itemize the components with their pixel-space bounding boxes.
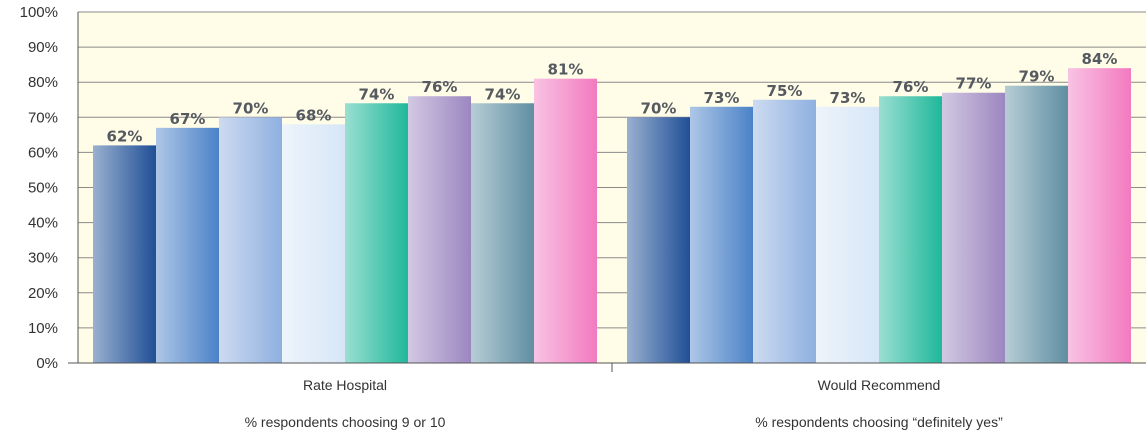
y-tick-label: 20%	[28, 285, 58, 302]
bar	[879, 96, 942, 364]
data-label: 67%	[170, 110, 206, 128]
bar	[942, 92, 1005, 363]
data-label: 81%	[548, 61, 584, 79]
data-label: 62%	[107, 127, 143, 145]
bar	[1068, 68, 1131, 363]
bar	[690, 106, 753, 364]
y-tick-label: 80%	[28, 74, 58, 91]
data-label: 77%	[956, 75, 992, 93]
bar	[93, 145, 156, 363]
data-label: 73%	[704, 89, 740, 107]
bar	[282, 124, 345, 363]
y-tick-label: 40%	[28, 215, 58, 232]
data-label: 76%	[893, 78, 929, 96]
data-label: 74%	[359, 85, 395, 103]
y-tick-label: 30%	[28, 250, 58, 267]
data-label: 73%	[830, 89, 866, 107]
y-tick-label: 90%	[28, 39, 58, 56]
bar	[1005, 85, 1068, 364]
category-subtitle: % respondents choosing 9 or 10	[245, 414, 446, 430]
y-axis-tick-labels: 0% 10% 20% 30% 40% 50% 60% 70% 80% 90% 100%	[20, 4, 58, 372]
category-label: Would Recommend	[818, 377, 941, 393]
y-tick-label: 50%	[28, 180, 58, 197]
y-tick-label: 100%	[20, 4, 58, 21]
data-label: 75%	[767, 82, 803, 100]
bar	[345, 103, 408, 363]
bar	[534, 78, 597, 363]
data-labels: 62% 67% 70% 68% 74% 76% 74% 81% 70% 73% 75% 73% 76% 7…	[107, 50, 1118, 145]
data-label: 84%	[1082, 50, 1118, 68]
category-subtitle: % respondents choosing “definitely yes”	[755, 414, 1003, 430]
category-labels: Rate Hospital % respondents choosing 9 or…	[245, 377, 1003, 430]
data-label: 68%	[296, 106, 332, 124]
data-label: 74%	[485, 85, 521, 103]
bar	[627, 117, 690, 363]
y-tick-label: 0%	[36, 355, 58, 372]
data-label: 76%	[422, 78, 458, 96]
bar	[471, 103, 534, 363]
category-label: Rate Hospital	[303, 377, 387, 393]
data-label: 79%	[1019, 68, 1055, 86]
y-tick-label: 70%	[28, 109, 58, 126]
bar	[156, 127, 219, 363]
data-label: 70%	[233, 99, 269, 117]
bar	[753, 99, 816, 363]
bars	[93, 68, 1131, 364]
data-label: 70%	[641, 99, 677, 117]
y-tick-label: 60%	[28, 144, 58, 161]
y-tick-label: 10%	[28, 320, 58, 337]
bar	[816, 106, 879, 364]
bar	[219, 117, 282, 363]
axes	[68, 12, 1146, 372]
bar	[408, 96, 471, 364]
